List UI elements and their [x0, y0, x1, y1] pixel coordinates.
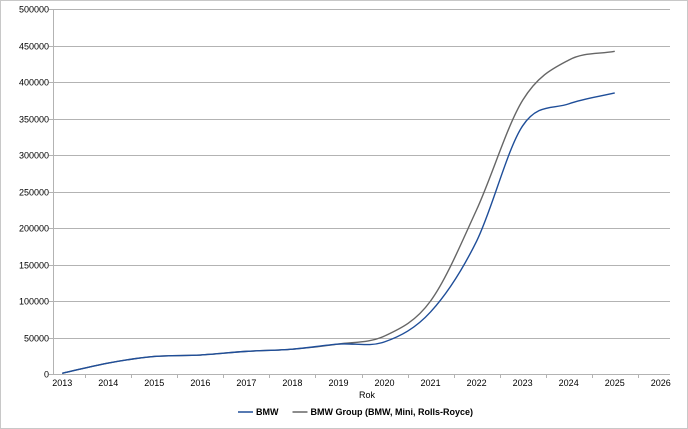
- x-tick-label: 2025: [605, 378, 625, 388]
- x-tick-label: 2026: [651, 378, 671, 388]
- x-tick-label: 2013: [52, 378, 72, 388]
- gridlines: [53, 9, 670, 339]
- y-tick-label: 300000: [19, 151, 49, 161]
- x-tick-label: 2017: [236, 378, 256, 388]
- x-tick-label: 2023: [513, 378, 533, 388]
- y-tick-labels: 0 50000 100000 150000 200000 250000 300000 3500…: [19, 5, 49, 380]
- x-tick-label: 2022: [467, 378, 487, 388]
- axes: [49, 9, 670, 378]
- x-axis-title: Rok: [359, 390, 376, 400]
- y-tick-label: 450000: [19, 42, 49, 52]
- y-tick-label: 0: [44, 370, 49, 380]
- x-tick-label: 2016: [190, 378, 210, 388]
- legend-label-bmw: BMW: [256, 407, 279, 417]
- y-tick-label: 400000: [19, 78, 49, 88]
- y-tick-label: 250000: [19, 188, 49, 198]
- y-tick-label: 350000: [19, 115, 49, 125]
- series-line-bmw-group-bmw-mini-rolls-royce: [62, 50, 615, 374]
- y-tick-label: 500000: [19, 5, 49, 15]
- x-tick-label: 2024: [559, 378, 579, 388]
- series-line-bmw: [62, 92, 615, 374]
- y-tick-label: 100000: [19, 297, 49, 307]
- x-tick-label: 2015: [144, 378, 164, 388]
- x-tick-label: 2014: [98, 378, 118, 388]
- y-tick-label: 50000: [24, 334, 49, 344]
- x-tick-label: 2020: [375, 378, 395, 388]
- x-tick-label: 2018: [282, 378, 302, 388]
- legend-label-bmw-group-bmw-mini-rolls-royce: BMW Group (BMW, Mini, Rolls-Royce): [311, 407, 474, 417]
- x-tick-labels: 2013 2014 2015 2016 2017 2018 2019 2020 2021 2022…: [52, 378, 671, 388]
- y-tick-label: 150000: [19, 261, 49, 271]
- series-lines: [62, 50, 615, 374]
- x-tick-label: 2019: [328, 378, 348, 388]
- x-tick-label: 2021: [421, 378, 441, 388]
- legend: BMW BMW Group (BMW, Mini, Rolls-Royce): [238, 407, 473, 417]
- y-tick-label: 200000: [19, 224, 49, 234]
